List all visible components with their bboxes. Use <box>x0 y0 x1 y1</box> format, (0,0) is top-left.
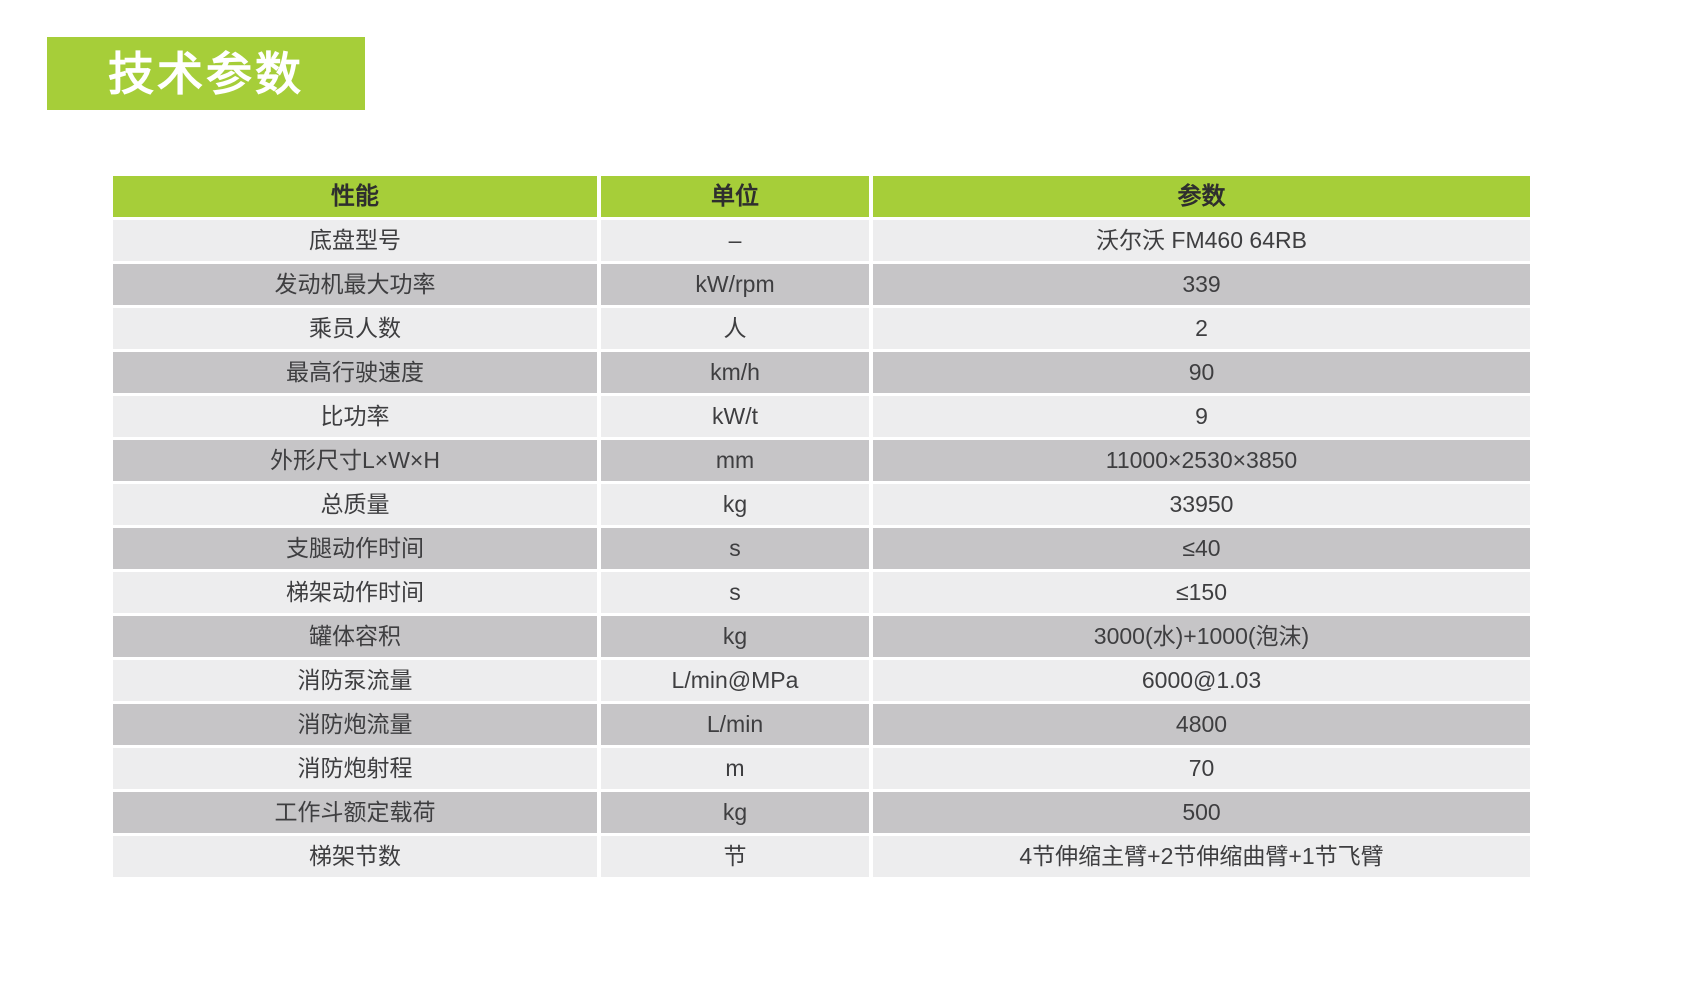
cell-value: ≤150 <box>873 572 1530 613</box>
page-title: 技术参数 <box>108 47 304 100</box>
table-row: 消防炮射程 m 70 <box>113 748 1530 789</box>
cell-property: 总质量 <box>113 484 597 525</box>
cell-unit: m <box>601 748 869 789</box>
column-header-property: 性能 <box>113 176 597 217</box>
cell-property: 乘员人数 <box>113 308 597 349</box>
cell-unit: kW/rpm <box>601 264 869 305</box>
cell-property: 支腿动作时间 <box>113 528 597 569</box>
cell-unit: L/min <box>601 704 869 745</box>
cell-value: 4800 <box>873 704 1530 745</box>
table-row: 支腿动作时间 s ≤40 <box>113 528 1530 569</box>
cell-unit: – <box>601 220 869 261</box>
cell-unit: L/min@MPa <box>601 660 869 701</box>
cell-value: 6000@1.03 <box>873 660 1530 701</box>
table-row: 工作斗额定载荷 kg 500 <box>113 792 1530 833</box>
cell-unit: s <box>601 572 869 613</box>
cell-property: 罐体容积 <box>113 616 597 657</box>
table-row: 比功率 kW/t 9 <box>113 396 1530 437</box>
cell-property: 最高行驶速度 <box>113 352 597 393</box>
cell-unit: 人 <box>601 308 869 349</box>
cell-property: 梯架节数 <box>113 836 597 877</box>
cell-property: 底盘型号 <box>113 220 597 261</box>
cell-property: 消防炮流量 <box>113 704 597 745</box>
cell-value: ≤40 <box>873 528 1530 569</box>
table-row: 消防泵流量 L/min@MPa 6000@1.03 <box>113 660 1530 701</box>
cell-unit: kW/t <box>601 396 869 437</box>
cell-value: 339 <box>873 264 1530 305</box>
cell-value: 2 <box>873 308 1530 349</box>
cell-value: 11000×2530×3850 <box>873 440 1530 481</box>
cell-unit: kg <box>601 792 869 833</box>
table-row: 梯架动作时间 s ≤150 <box>113 572 1530 613</box>
column-header-value: 参数 <box>873 176 1530 217</box>
cell-value: 70 <box>873 748 1530 789</box>
cell-unit: kg <box>601 616 869 657</box>
table-row: 乘员人数人 2 <box>113 308 1530 349</box>
table-row: 消防炮流量 L/min 4800 <box>113 704 1530 745</box>
cell-value: 3000(水)+1000(泡沫) <box>873 616 1530 657</box>
cell-value: 9 <box>873 396 1530 437</box>
cell-property: 梯架动作时间 <box>113 572 597 613</box>
cell-value: 90 <box>873 352 1530 393</box>
cell-value: 500 <box>873 792 1530 833</box>
table-row: 总质量 kg 33950 <box>113 484 1530 525</box>
table-row: 外形尺寸L×W×H mm 11000×2530×3850 <box>113 440 1530 481</box>
table-row: 罐体容积 kg 3000(水)+1000(泡沫) <box>113 616 1530 657</box>
table-row: 底盘型号 – 沃尔沃 FM460 64RB <box>113 220 1530 261</box>
page-title-badge: 技术参数 <box>47 37 365 110</box>
cell-value: 33950 <box>873 484 1530 525</box>
cell-property: 比功率 <box>113 396 597 437</box>
cell-property: 外形尺寸L×W×H <box>113 440 597 481</box>
cell-unit: km/h <box>601 352 869 393</box>
table-row: 梯架节数节 4节伸缩主臂+2节伸缩曲臂+1节飞臂 <box>113 836 1530 877</box>
cell-unit: kg <box>601 484 869 525</box>
cell-value: 沃尔沃 FM460 64RB <box>873 220 1530 261</box>
cell-property: 消防泵流量 <box>113 660 597 701</box>
table-row: 最高行驶速度 km/h 90 <box>113 352 1530 393</box>
table-header-row: 性能 单位 参数 <box>113 176 1530 217</box>
cell-value: 4节伸缩主臂+2节伸缩曲臂+1节飞臂 <box>873 836 1530 877</box>
cell-unit: s <box>601 528 869 569</box>
cell-property: 消防炮射程 <box>113 748 597 789</box>
cell-property: 工作斗额定载荷 <box>113 792 597 833</box>
cell-unit: 节 <box>601 836 869 877</box>
table-row: 发动机最大功率 kW/rpm 339 <box>113 264 1530 305</box>
cell-unit: mm <box>601 440 869 481</box>
spec-table: 性能 单位 参数 底盘型号 – 沃尔沃 FM460 64RB 发动机最大功率 kW/rp… <box>113 176 1530 880</box>
column-header-unit: 单位 <box>601 176 869 217</box>
table-body: 底盘型号 – 沃尔沃 FM460 64RB 发动机最大功率 kW/rpm 339 乘员人数人… <box>113 220 1530 877</box>
cell-property: 发动机最大功率 <box>113 264 597 305</box>
